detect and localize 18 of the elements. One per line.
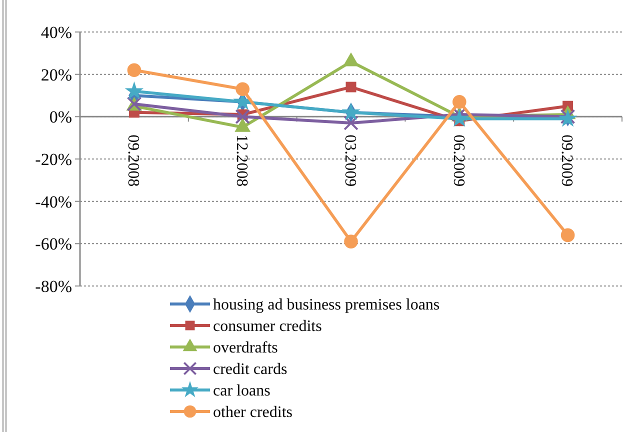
legend-label: car loans (213, 382, 270, 400)
x-tick-label: 09.2009 (558, 134, 576, 187)
x-tick-label: 03.2009 (341, 134, 358, 187)
legend-label: other credits (213, 404, 293, 422)
y-tick-label: -20% (35, 150, 72, 169)
y-tick-label: -40% (35, 192, 72, 212)
x-tick-label: 12.2008 (233, 134, 250, 187)
legend-label: housing ad business premises loans (213, 296, 440, 314)
y-tick-label: 20% (40, 65, 72, 84)
y-tick-label: -60% (35, 234, 72, 254)
x-tick-label: 06.2009 (450, 134, 467, 187)
y-tick-label: 0% (49, 108, 72, 127)
y-tick-label: 40% (40, 22, 72, 42)
x-tick-label: 09.2008 (124, 134, 142, 187)
legend-label: overdrafts (213, 340, 278, 357)
legend-label: consumer credits (213, 318, 322, 336)
legend-label: credit cards (213, 361, 288, 378)
y-tick-label: -80% (35, 276, 72, 296)
